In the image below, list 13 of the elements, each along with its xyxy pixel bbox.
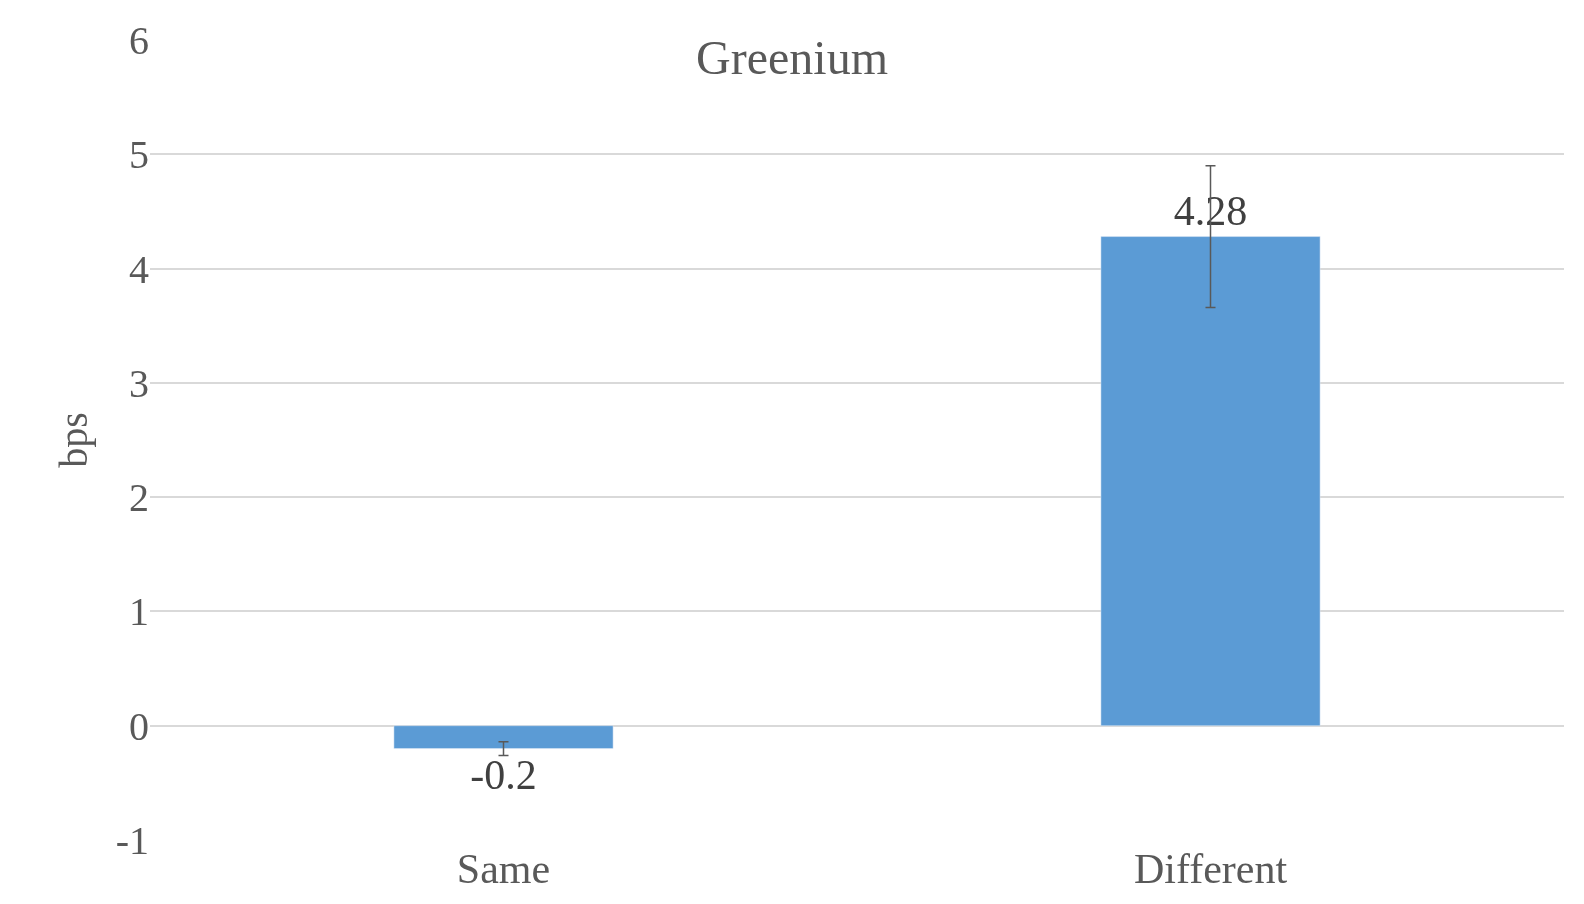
- y-tick-label: 0: [129, 703, 149, 749]
- y-tick-label: 3: [129, 360, 149, 406]
- data-label: -0.2: [470, 751, 537, 798]
- y-axis-title: bps: [51, 412, 97, 468]
- y-tick-label: 2: [129, 475, 149, 521]
- chart-title: Greenium: [696, 31, 888, 85]
- y-tick-label: -1: [115, 818, 149, 863]
- y-tick-label: 4: [129, 246, 149, 292]
- y-tick-label: 1: [129, 589, 149, 635]
- y-tick-label: 5: [129, 132, 149, 178]
- y-tick-label: 6: [129, 18, 149, 63]
- x-tick-label: Same: [456, 846, 551, 892]
- x-tick-label: Different: [1133, 846, 1288, 892]
